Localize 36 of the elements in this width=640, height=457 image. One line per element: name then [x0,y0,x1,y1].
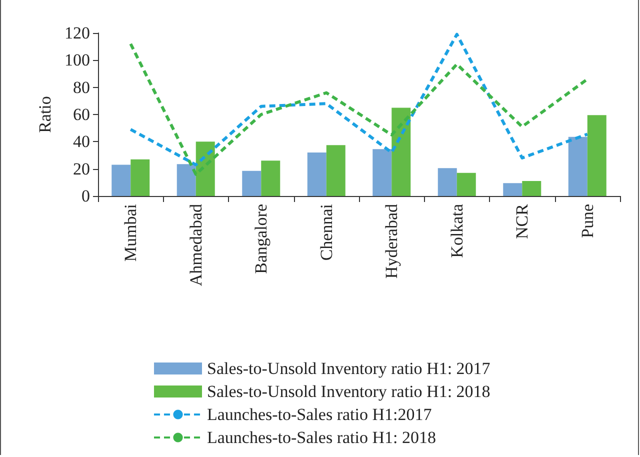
bar [130,159,150,196]
bar [307,152,326,196]
y-axis-title: Ratio [36,96,55,133]
bar [456,172,476,196]
legend-label: Launches-to-Sales ratio H1: 2018 [207,428,436,447]
x-tick-label: Chennai [316,204,336,261]
bar [176,164,196,196]
x-tick-label: Mumbai [121,204,140,262]
y-tick-label: 80 [73,78,90,97]
x-tick-label: Kolkata [447,204,466,258]
legend-label: Sales-to-Unsold Inventory ratio H1: 2018 [207,382,490,401]
bar [587,115,606,196]
bar [326,145,346,196]
x-tick-label: Bangalore [252,204,271,274]
legend-label: Sales-to-Unsold Inventory ratio H1: 2017 [207,359,491,378]
y-tick-label: 40 [73,132,90,152]
bar [438,168,457,196]
bar [503,183,522,196]
y-tick-label: 0 [82,186,90,206]
bar [522,181,542,196]
x-tick-label: Pune [578,204,597,238]
bar [568,136,588,196]
bar [196,142,215,196]
legend-label: Launches-to-Sales ratio H1:2017 [207,405,432,424]
bar [392,108,411,196]
bar [372,149,392,196]
y-tick-label: 60 [73,105,90,124]
bar [261,160,280,196]
bar [112,164,131,196]
x-tick-label: NCR [512,203,532,239]
y-tick-label: 100 [64,50,90,70]
x-tick-label: Ahmedabad [186,204,206,286]
bar [242,170,262,196]
x-tick-label: Hyderabad [382,204,402,279]
y-tick-label: 20 [73,159,90,178]
y-tick-label: 120 [64,24,90,42]
